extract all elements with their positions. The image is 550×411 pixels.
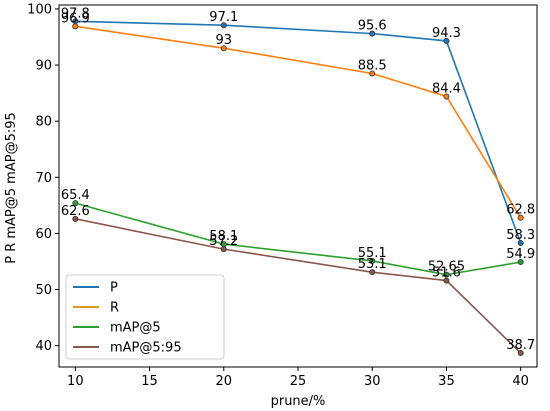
legend-entry: P [110,281,118,296]
y-tick-label: 80 [35,115,52,130]
data-point [369,269,376,276]
x-axis-label: prune/% [271,394,326,409]
data-label: 58.3 [506,228,535,243]
data-label: 95.6 [358,19,387,34]
x-tick-label: 20 [216,374,233,389]
legend-entry: mAP@5 [110,321,161,336]
data-label: 51.6 [432,266,461,281]
y-tick-label: 90 [35,59,52,74]
data-label: 93 [216,33,233,48]
data-point [443,277,450,284]
series-lines [72,18,524,356]
data-point [72,200,79,207]
data-label: 96.9 [61,11,90,26]
data-label: 84.4 [432,81,461,96]
data-label: 65.4 [61,188,90,203]
legend-box [65,274,225,360]
data-label: 54.9 [506,247,535,262]
series-line-0 [75,20,522,244]
x-tick-label: 30 [364,374,381,389]
data-label: 62.8 [506,203,535,218]
data-point [443,37,450,44]
data-point [517,259,524,266]
data-point [517,214,524,221]
axes: 10 15 20 25 30 35 40 40 50 60 70 80 90 100 [27,2,538,389]
data-point [443,271,450,278]
data-label: 94.3 [432,26,461,41]
data-label: 53.1 [358,257,387,272]
data-label: 55.1 [358,246,387,261]
data-point [220,45,227,52]
x-tick-label: 35 [438,374,455,389]
data-point [220,246,227,253]
y-tick-label: 60 [35,227,52,242]
data-point [369,257,376,264]
data-point [220,22,227,29]
y-tick-label: 40 [35,339,52,354]
data-labels: 97.8 97.1 95.6 94.3 58.3 96.9 93 88.5 84.4 62.8 65… [61,6,535,353]
data-point [517,239,524,246]
data-label: 97.8 [61,6,90,21]
data-point [72,215,79,222]
data-label: 38.7 [506,338,535,353]
data-label: 58.1 [209,229,238,244]
legend-entry: R [110,301,119,316]
data-point [443,93,450,100]
y-tick-label: 100 [27,2,52,17]
x-tick-label: 10 [67,374,84,389]
x-tick-label: 40 [512,374,529,389]
data-label: 62.6 [61,204,90,219]
y-tick-label: 70 [35,171,52,186]
x-tick-label: 25 [290,374,307,389]
legend-entry: mAP@5:95 [110,341,182,356]
data-point [369,30,376,37]
x-tick-label: 15 [141,374,158,389]
y-tick-label: 50 [35,283,52,298]
data-point [369,70,376,77]
data-point [517,349,524,356]
data-point [72,23,79,30]
data-label: 88.5 [358,58,387,73]
data-label: 52.65 [428,260,465,275]
series-line-1 [75,25,522,219]
data-label: 57.2 [209,234,238,249]
y-axis-label: P R mAP@5 mAP@5:95 [4,112,19,264]
data-label: 97.1 [209,10,238,25]
